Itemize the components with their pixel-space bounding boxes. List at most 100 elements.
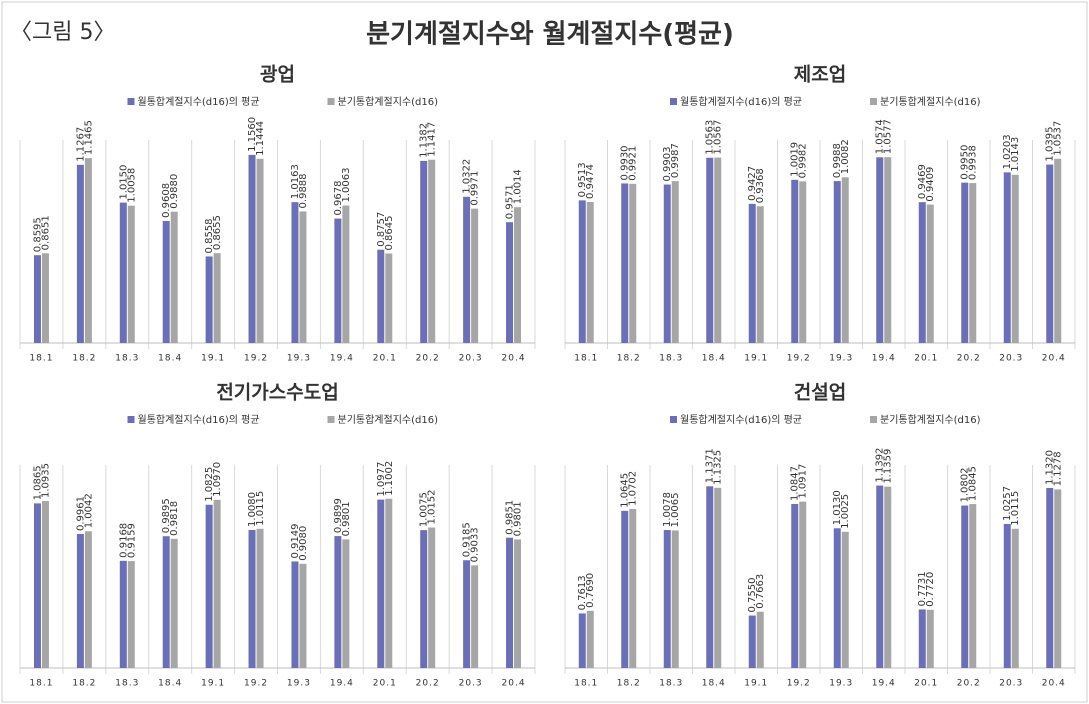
bar: [926, 204, 934, 343]
bar: [586, 201, 594, 343]
bar: [629, 183, 637, 343]
value-label: 1.1267: [75, 127, 86, 162]
x-tick-label: 18.3: [659, 354, 683, 364]
value-label: 1.0082: [840, 139, 851, 174]
x-tick-label: 18.3: [115, 354, 139, 364]
value-label: 0.9513: [577, 162, 588, 197]
value-label: 1.0150: [118, 165, 129, 200]
value-label: 1.0203: [1002, 134, 1013, 169]
bar: [248, 529, 256, 668]
chart-title: 건설업: [794, 382, 846, 404]
x-tick-label: 20.1: [914, 679, 938, 689]
bar: [961, 505, 969, 668]
value-label: 0.9961: [75, 496, 86, 531]
bar: [876, 157, 884, 343]
legend-swatch: [327, 416, 335, 423]
value-label: 0.9801: [513, 501, 524, 536]
value-label: 0.9149: [290, 523, 301, 558]
value-label: 0.8595: [32, 217, 43, 252]
legend-swatch: [670, 416, 677, 423]
bar: [663, 530, 671, 668]
value-label: 1.0115: [255, 491, 266, 526]
x-tick-label: 19.4: [872, 679, 896, 689]
x-tick-label: 20.4: [502, 354, 526, 364]
bar: [926, 609, 934, 668]
value-label: 0.7663: [755, 574, 766, 609]
bar: [1003, 172, 1011, 343]
value-label: 1.0702: [628, 471, 639, 506]
bar: [586, 610, 594, 668]
bar: [41, 253, 49, 343]
value-label: 1.0865: [32, 465, 43, 500]
bar: [961, 182, 969, 343]
bar: [127, 205, 135, 343]
value-label: 0.9474: [585, 164, 596, 199]
bar: [969, 504, 977, 668]
bar: [833, 528, 841, 668]
bar: [420, 160, 428, 343]
bar: [342, 205, 350, 343]
value-label: 1.0977: [376, 462, 387, 497]
value-label: 0.9987: [670, 143, 681, 178]
bar: [299, 563, 307, 668]
chart-title: 광업: [260, 64, 295, 86]
bar: [471, 565, 479, 668]
bar: [334, 218, 342, 343]
value-label: 0.9168: [118, 523, 129, 558]
x-tick-label: 20.3: [999, 679, 1023, 689]
value-label: 1.0014: [513, 169, 524, 204]
value-label: 1.0563: [705, 120, 716, 155]
value-label: 1.0845: [968, 466, 979, 501]
bar: [1003, 523, 1011, 668]
bar: [205, 504, 213, 668]
value-label: 1.0802: [960, 468, 971, 503]
x-tick-label: 20.3: [459, 679, 483, 689]
bar: [127, 561, 135, 668]
x-tick-label: 19.1: [201, 354, 225, 364]
x-tick-label: 20.1: [373, 679, 397, 689]
bar: [791, 179, 799, 343]
bar: [162, 220, 170, 343]
x-tick-label: 20.2: [416, 679, 440, 689]
value-label: 0.7550: [747, 578, 758, 613]
bar: [84, 158, 92, 343]
x-tick-label: 19.1: [744, 354, 768, 364]
bar: [76, 533, 84, 668]
value-label: 0.9921: [628, 146, 639, 181]
bar: [463, 560, 471, 668]
x-tick-label: 18.2: [617, 354, 641, 364]
value-label: 0.9895: [161, 498, 172, 533]
value-label: 1.0065: [670, 492, 681, 527]
value-label: 1.0075: [419, 492, 430, 527]
value-label: 0.9409: [925, 167, 936, 202]
bar: [514, 207, 522, 343]
bar: [385, 498, 393, 668]
value-label: 1.1417: [427, 122, 438, 157]
value-label: 0.9988: [832, 143, 843, 178]
bar: [876, 485, 884, 668]
bar: [248, 154, 256, 343]
bar: [299, 211, 307, 343]
bar: [256, 528, 264, 668]
value-label: 0.9903: [662, 147, 673, 182]
bar: [428, 159, 436, 343]
value-label: 0.8651: [40, 215, 51, 250]
x-tick-label: 18.1: [574, 679, 598, 689]
x-tick-label: 20.1: [373, 354, 397, 364]
value-label: 1.0058: [126, 168, 137, 203]
bar: [714, 487, 722, 668]
bar: [471, 208, 479, 343]
x-tick-label: 18.4: [158, 679, 182, 689]
value-label: 1.0970: [212, 462, 223, 497]
bar: [756, 206, 764, 343]
value-label: 0.9971: [470, 171, 481, 206]
value-label: 0.9930: [620, 145, 631, 180]
bar: [506, 222, 514, 343]
value-label: 1.0917: [798, 464, 809, 499]
value-label: 0.8655: [212, 215, 223, 250]
value-label: 0.9427: [747, 166, 758, 201]
value-label: 1.1359: [883, 449, 894, 484]
bar: [884, 157, 892, 343]
value-label: 0.9678: [333, 181, 344, 216]
